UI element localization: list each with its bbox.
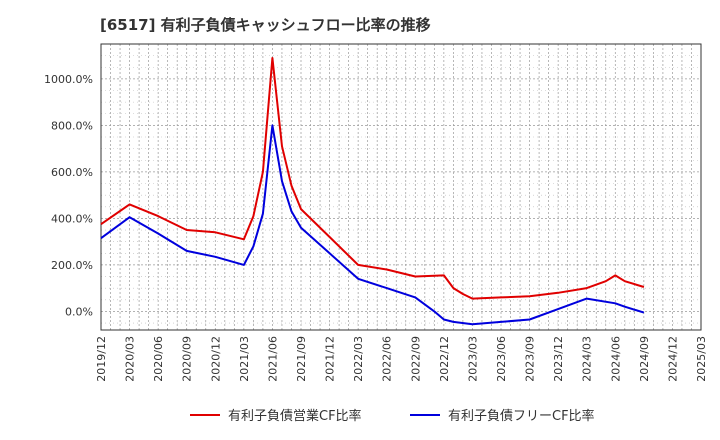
chart-title: [6517] 有利子負債キャッシュフロー比率の推移 <box>100 16 431 34</box>
x-tick-label: 2020/12 <box>209 336 222 382</box>
plot-frame <box>100 43 702 331</box>
x-tick-label: 2020/06 <box>152 336 165 382</box>
x-tick-label: 2023/03 <box>466 336 479 382</box>
y-tick-label: 600.0% <box>51 166 93 179</box>
series-line-2 <box>100 124 645 326</box>
x-tick-label: 2025/03 <box>695 336 708 382</box>
x-tick-label: 2021/12 <box>324 336 337 382</box>
y-tick-label: 200.0% <box>51 259 93 272</box>
x-tick-label: 2019/12 <box>95 336 108 382</box>
x-tick-label: 2022/12 <box>438 336 451 382</box>
x-tick-label: 2020/09 <box>181 336 194 382</box>
x-tick-label: 2024/06 <box>609 336 622 382</box>
x-tick-label: 2024/03 <box>581 336 594 382</box>
legend-label-2: 有利子負債フリーCF比率 <box>448 408 595 424</box>
x-tick-label: 2021/06 <box>266 336 279 382</box>
x-tick-label: 2023/12 <box>552 336 565 382</box>
series-line-1 <box>100 57 645 300</box>
y-tick-label: 1000.0% <box>44 73 93 86</box>
x-tick-label: 2024/12 <box>666 336 679 382</box>
x-tick-label: 2024/09 <box>638 336 651 382</box>
x-tick-label: 2023/06 <box>495 336 508 382</box>
x-tick-label: 2023/09 <box>524 336 537 382</box>
x-tick-label: 2022/06 <box>381 336 394 382</box>
legend-label-1: 有利子負債営業CF比率 <box>228 408 362 424</box>
y-tick-label: 800.0% <box>51 119 93 132</box>
y-tick-label: 0.0% <box>65 305 93 318</box>
x-tick-label: 2021/03 <box>238 336 251 382</box>
x-tick-label: 2020/03 <box>124 336 137 382</box>
y-tick-label: 400.0% <box>51 212 93 225</box>
x-tick-label: 2022/03 <box>352 336 365 382</box>
x-tick-label: 2022/09 <box>409 336 422 382</box>
x-tick-label: 2021/09 <box>295 336 308 382</box>
